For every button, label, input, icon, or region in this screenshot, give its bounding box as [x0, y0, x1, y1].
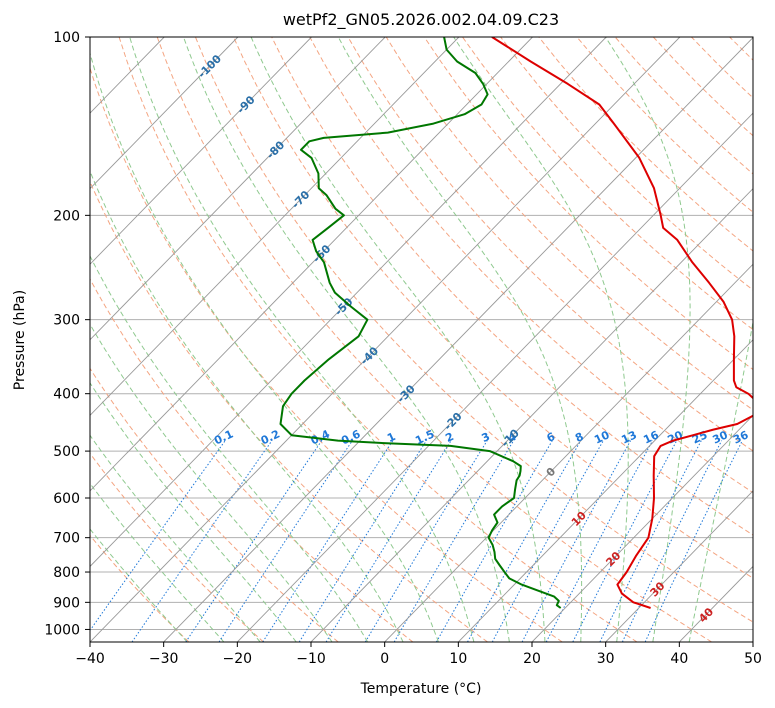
- mixing-ratio-label: 16: [641, 428, 661, 446]
- dry-adiabat-line: [194, 37, 753, 623]
- mixing-ratio-line: [364, 440, 488, 642]
- moist-adiabat-line: [90, 254, 369, 642]
- plot-background: [90, 37, 753, 642]
- gridlines: [90, 37, 753, 630]
- dewpoint-line: [279, 37, 562, 609]
- x-tick-label: 30: [597, 651, 615, 667]
- x-tick-label: −40: [75, 651, 105, 667]
- isotherm-line: [605, 490, 753, 642]
- dry-adiabat-line: [309, 37, 753, 494]
- mixing-ratio-line: [644, 440, 743, 642]
- isotherm-line: [90, 37, 460, 416]
- y-tick-label: 400: [53, 387, 80, 403]
- temperature-line: [491, 37, 753, 609]
- moist-adiabat-line: [90, 323, 333, 642]
- moist-adiabat-line: [90, 169, 404, 642]
- moist-adiabat-line: [90, 382, 297, 642]
- x-tick-label: 40: [670, 651, 688, 667]
- dry-adiabat-line: [385, 37, 753, 411]
- isotherm-line: [90, 37, 681, 642]
- mixing-ratio-line: [218, 440, 353, 642]
- mixing-ratio-line: [572, 440, 678, 642]
- y-tick-label: 200: [53, 208, 80, 224]
- y-tick-label: 900: [53, 595, 80, 611]
- isotherm-line: [90, 37, 533, 492]
- x-tick-label: 10: [449, 651, 467, 667]
- dry-adiabat-line: [500, 37, 753, 291]
- isotherm-line: [531, 414, 753, 642]
- mixing-ratio-line: [545, 440, 654, 642]
- x-axis-label: Temperature (°C): [360, 681, 482, 697]
- isotherm-line: [90, 37, 312, 265]
- dry-adiabat-line: [156, 37, 712, 642]
- mixing-ratio-line: [90, 440, 226, 632]
- profile-series: [279, 37, 753, 609]
- mixing-ratio-lines: [90, 440, 743, 642]
- chart-title: wetPf2_GN05.2026.002.04.09.C23: [283, 10, 559, 30]
- x-tick-label: −10: [296, 651, 326, 667]
- y-tick-label: 700: [53, 531, 80, 547]
- x-tick-label: 50: [744, 651, 762, 667]
- x-tick-label: 0: [380, 651, 389, 667]
- mixing-ratio-line: [131, 440, 273, 642]
- mixing-ratio-line: [521, 440, 632, 642]
- mixing-ratio-line: [298, 440, 427, 642]
- moist-adiabat-line: [90, 51, 439, 642]
- dry-adiabat-line: [233, 37, 753, 579]
- y-axis-label: Pressure (hPa): [12, 290, 28, 390]
- dry-adiabat-line: [90, 180, 488, 642]
- moist-adiabat-line: [129, 37, 475, 642]
- dry-adiabat-line: [90, 66, 563, 642]
- isotherm-line: [90, 37, 239, 190]
- mixing-ratio-line: [621, 440, 723, 642]
- mixing-ratio-label: 30: [711, 428, 731, 446]
- dry-adiabat-line: [90, 278, 414, 642]
- x-axis-ticks: −40 −30 −20 −10 0 10 20 30 40 50: [75, 642, 762, 667]
- dry-adiabat-line: [271, 37, 753, 536]
- isotherm-line: [237, 112, 753, 642]
- x-tick-label: 20: [523, 651, 541, 667]
- moist-adiabat-line: [604, 37, 691, 642]
- mixing-ratio-line: [185, 440, 323, 642]
- mixing-ratio-line: [262, 440, 394, 642]
- mixing-ratio-label: 10: [592, 428, 612, 446]
- isotherm-line: [458, 339, 753, 642]
- moist-adiabat-line: [250, 37, 546, 642]
- moist-adiabat-line: [90, 482, 225, 642]
- x-tick-label: −20: [223, 651, 253, 667]
- y-tick-label: 100: [53, 30, 80, 46]
- isotherm-line: [163, 37, 753, 642]
- y-axis-ticks: 100 200 300 400 500 600 700 800 900 1000: [44, 30, 90, 638]
- isotherm-line: [310, 188, 753, 642]
- dry-adiabat-line: [423, 37, 753, 371]
- mixing-ratio-label: 13: [619, 428, 638, 446]
- y-tick-label: 600: [53, 491, 80, 507]
- isotherm-line: [384, 263, 753, 642]
- moist-adiabat-line: [688, 319, 753, 642]
- mixing-ratio-label: 36: [731, 428, 751, 446]
- y-tick-label: 1000: [44, 622, 80, 638]
- mixing-ratio-line: [435, 440, 553, 642]
- moist-adiabat-line: [183, 37, 510, 642]
- isotherms: [90, 37, 753, 642]
- dry-adiabat-line: [90, 534, 190, 642]
- moist-adiabat-line: [90, 528, 188, 642]
- dry-adiabat-line: [118, 37, 638, 642]
- y-tick-label: 800: [53, 565, 80, 581]
- isotherm-line: [90, 37, 607, 568]
- x-tick-label: −30: [149, 651, 179, 667]
- mixing-ratio-line: [325, 440, 452, 642]
- y-tick-label: 300: [53, 313, 80, 329]
- y-tick-label: 500: [53, 444, 80, 460]
- plot-frame: [89, 36, 754, 643]
- moist-adiabat-line: [90, 434, 261, 642]
